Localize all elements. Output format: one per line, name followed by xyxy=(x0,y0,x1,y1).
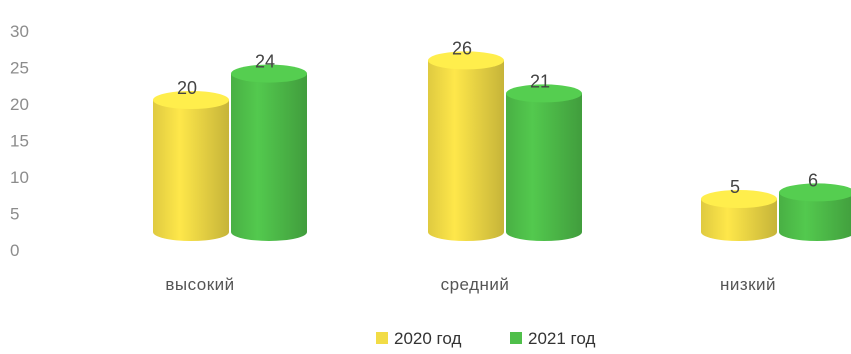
data-label: 6 xyxy=(808,170,818,190)
y-axis: 0 5 10 15 20 25 30 xyxy=(10,22,29,260)
data-label: 20 xyxy=(177,78,197,98)
y-tick-label: 10 xyxy=(10,168,29,187)
bar-body xyxy=(153,100,229,241)
bar-top xyxy=(779,183,851,202)
bar-body xyxy=(231,73,307,241)
y-tick-label: 5 xyxy=(10,205,19,224)
y-tick-label: 30 xyxy=(10,22,29,41)
category-label: низкий xyxy=(720,275,776,294)
legend-label: 2020 год xyxy=(394,329,461,348)
data-label: 5 xyxy=(730,177,740,197)
x-axis: высокий средний низкий xyxy=(165,275,776,294)
y-tick-label: 20 xyxy=(10,95,29,114)
bar-body xyxy=(506,93,582,242)
y-tick-label: 0 xyxy=(10,241,19,260)
y-tick-label: 15 xyxy=(10,132,29,151)
legend-swatch xyxy=(510,332,522,344)
bar-body xyxy=(428,60,504,242)
bar-низкий-2021-год xyxy=(779,183,851,241)
y-tick-label: 25 xyxy=(10,59,29,78)
bar-низкий-2020-год xyxy=(701,190,777,241)
data-label: 21 xyxy=(530,71,550,91)
category-label: средний xyxy=(441,275,510,294)
data-label: 26 xyxy=(452,38,472,58)
bar-top xyxy=(231,64,307,83)
bar-средний-2021-год xyxy=(506,84,582,242)
data-label: 24 xyxy=(255,52,275,72)
legend: 2020 год 2021 год xyxy=(376,329,595,348)
bar-top xyxy=(506,84,582,103)
bar-body xyxy=(701,199,777,241)
legend-swatch xyxy=(376,332,388,344)
category-label: высокий xyxy=(165,275,234,294)
legend-label: 2021 год xyxy=(528,329,595,348)
bar-top xyxy=(428,51,504,70)
bar-высокий-2021-год xyxy=(231,64,307,241)
bar-средний-2020-год xyxy=(428,51,504,242)
bar-top xyxy=(153,91,229,109)
bar-высокий-2020-год xyxy=(153,91,229,241)
bar-top xyxy=(701,190,777,208)
bars: 20 24 26 21 5 6 xyxy=(153,38,851,242)
bar-body xyxy=(779,192,851,241)
